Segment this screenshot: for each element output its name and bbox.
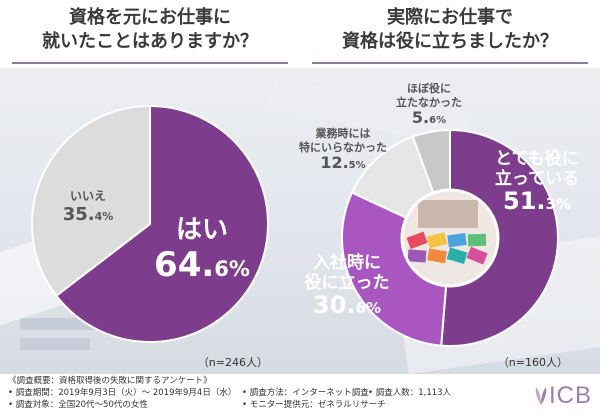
logo-text: ICB — [548, 382, 592, 409]
hands-shape — [418, 200, 478, 228]
header: 資格を元にお仕事に 就いたことはありますか？ 実際にお仕事で 資格は役に立ちまし… — [0, 0, 600, 70]
survey-heading: 《調査概要：資格取得後の失敗に関するアンケート》 — [8, 376, 212, 386]
left-title-underline — [12, 62, 288, 64]
icb-logo: ICB — [533, 380, 592, 412]
survey-method: • 調査方法：インターネット調査 — [242, 388, 369, 398]
right-title-line-2: 資格は役に立ちましたか？ — [342, 31, 558, 52]
left-chart-title: 資格を元にお仕事に 就いたことはありますか？ — [0, 6, 300, 54]
color-swatch — [426, 232, 448, 249]
color-swatch — [427, 248, 447, 264]
color-swatch — [446, 247, 468, 264]
survey-target: • 調査対象：全国20代～50代の女性 — [8, 400, 148, 410]
barely-useful-label: ほぼ役に — [407, 81, 451, 95]
color-swatch-photo — [402, 190, 498, 286]
survey-count: • 調査人数：1,113人 — [368, 388, 452, 398]
useful-at-hiring-label: 入社時に — [313, 252, 381, 273]
color-swatch — [466, 246, 488, 265]
color-swatch — [406, 231, 428, 250]
no-percent: 35.4% — [63, 204, 114, 225]
survey-period: • 調査期間：2019年9月3日（火）～ 2019年9月4日（水） — [8, 388, 237, 398]
logo-mark-icon — [535, 387, 547, 405]
no-label: いいえ — [70, 189, 106, 203]
right-title-underline — [312, 62, 588, 64]
not-needed-percent: 12.5% — [320, 153, 365, 172]
right-sample-size: （n=160人） — [498, 356, 568, 369]
yes-label: はい — [176, 215, 228, 245]
slice-yes — [54, 104, 269, 343]
pie-chart-left — [31, 104, 269, 343]
right-title-line-1: 実際にお仕事で — [387, 7, 513, 28]
yes-percent: 64.6% — [154, 245, 250, 285]
barely-useful-percent: 5.6% — [412, 108, 446, 127]
center-photo — [400, 188, 500, 288]
useful-at-hiring-label: 役に立った — [305, 272, 390, 293]
very-useful-label: とても役に — [495, 148, 579, 169]
useful-at-hiring-percent: 30.6% — [313, 291, 381, 319]
not-needed-label: 特にいらなかった — [299, 140, 387, 154]
left-title-line-1: 資格を元にお仕事に — [69, 7, 231, 28]
photo-border — [400, 188, 500, 288]
survey-provider: • モニター提供元：ゼネラルリサーチ — [242, 400, 386, 410]
pie-chart-right — [341, 128, 559, 347]
color-swatch — [467, 233, 487, 247]
bar-graphic-decoration — [20, 338, 90, 350]
not-needed-label: 業務時には — [315, 126, 371, 140]
left-title-line-2: 就いたことはありますか？ — [42, 31, 258, 52]
left-sample-size: （n=246人） — [198, 356, 268, 369]
color-swatch — [447, 232, 467, 248]
color-swatch — [407, 249, 427, 263]
very-useful-label: 立っている — [495, 168, 579, 189]
right-chart-title: 実際にお仕事で 資格は役に立ちましたか？ — [300, 6, 600, 54]
survey-footer: 《調査概要：資格取得後の失敗に関するアンケート》 • 調査期間：2019年9月3… — [0, 374, 600, 416]
very-useful-percent: 51.3% — [503, 187, 571, 215]
slice-no — [31, 104, 151, 298]
barely-useful-label: 立たなかった — [396, 95, 462, 109]
